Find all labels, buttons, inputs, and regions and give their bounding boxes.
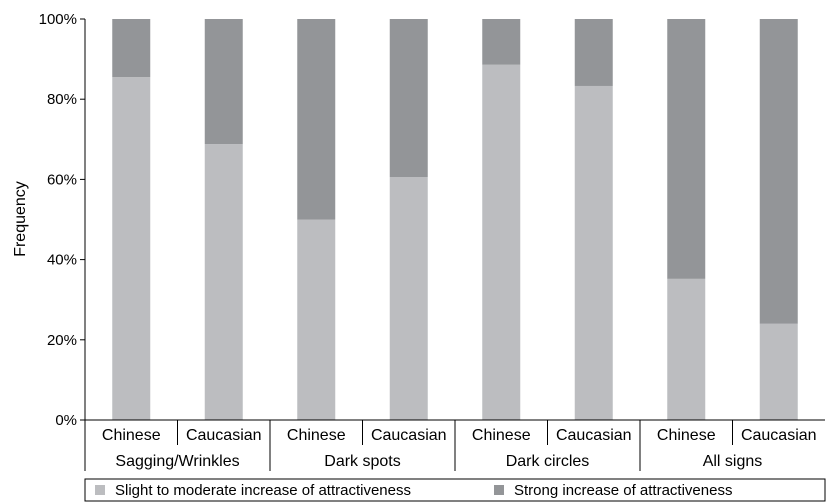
x-axis-group-labels: Sagging/Wrinkles Dark spots Dark circles Al… (115, 453, 762, 470)
x-tick-label: Caucasian (741, 427, 817, 444)
bar-segment-strong (482, 19, 521, 65)
x-group-label: Dark spots (324, 453, 400, 470)
legend-swatch-slight (95, 485, 105, 495)
legend-swatch-strong (494, 485, 504, 495)
x-tick-label: Caucasian (371, 427, 447, 444)
x-group-label: All signs (703, 453, 763, 470)
legend: Slight to moderate increase of attractiv… (84, 478, 826, 502)
bar-segment-strong (667, 19, 706, 279)
y-tick-label: 100% (39, 11, 77, 28)
y-tick-label: 60% (47, 171, 77, 188)
bar-segment-strong (574, 19, 613, 86)
x-tick-label: Caucasian (556, 427, 632, 444)
y-tick-label: 0% (55, 412, 77, 429)
x-tick-label: Chinese (472, 427, 531, 444)
y-axis-label: Frequency (12, 181, 29, 257)
bar-segment-slight (204, 144, 243, 420)
bar-segment-strong (389, 19, 428, 177)
bar-segment-slight (112, 77, 151, 421)
legend-label-strong: Strong increase of attractiveness (514, 482, 732, 499)
y-tick-label: 20% (47, 332, 77, 349)
x-group-label: Sagging/Wrinkles (115, 453, 239, 470)
y-tick-label: 80% (47, 91, 77, 108)
x-axis-category-labels: Chinese Caucasian Chinese Caucasian Chinese C… (84, 419, 825, 471)
x-tick-label: Caucasian (186, 427, 262, 444)
bar-segment-slight (389, 176, 428, 420)
bar-segment-slight (482, 64, 521, 421)
bar-segment-slight (759, 323, 798, 420)
x-tick-label: Chinese (102, 427, 161, 444)
bar-segment-slight (574, 85, 613, 420)
bar-segment-slight (667, 278, 706, 420)
legend-frame (84, 478, 826, 502)
bar-segment-strong (297, 19, 336, 220)
x-tick-label: Chinese (287, 427, 346, 444)
y-axis-ticks: 0% 20% 40% 60% 80% 100% (39, 11, 85, 429)
bar-segment-strong (204, 19, 243, 145)
bars (112, 19, 798, 421)
y-tick-label: 40% (47, 252, 77, 269)
bar-segment-strong (112, 19, 151, 78)
bar-segment-strong (759, 19, 798, 324)
bar-segment-slight (297, 219, 336, 420)
x-group-label: Dark circles (506, 453, 590, 470)
x-tick-label: Chinese (657, 427, 716, 444)
legend-label-slight: Slight to moderate increase of attractiv… (115, 482, 411, 499)
